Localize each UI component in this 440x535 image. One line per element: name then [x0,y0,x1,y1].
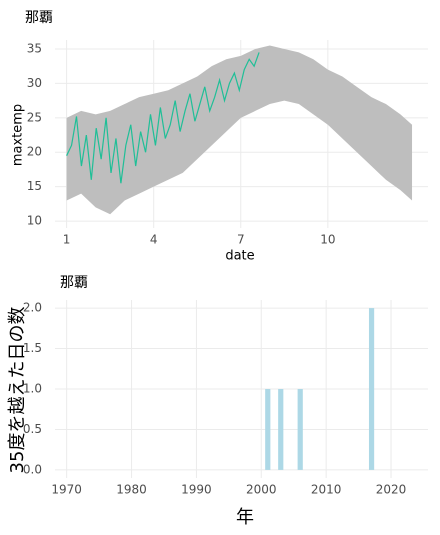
y-tick-label: 35 [27,41,42,55]
x-tick-label: 2000 [246,483,277,497]
x-tick-label: 2010 [311,483,342,497]
y-tick-label: 25 [27,110,42,124]
y-tick-label: 20 [27,145,42,159]
y-tick-label: 10 [27,214,42,228]
x-tick-label: 10 [320,233,335,247]
x-tick-label: 1 [63,233,71,247]
bar [265,389,271,470]
chart-title: 那覇 [25,10,53,26]
y-tick-label: 30 [27,76,42,90]
x-axis-title: date [225,249,254,264]
x-axis-title: 年 [236,507,254,528]
x-tick-label: 1990 [181,483,212,497]
x-tick-label: 1980 [116,483,147,497]
x-tick-label: 7 [237,233,245,247]
bar [297,389,303,470]
y-axis-title: maxtemp [11,104,26,166]
y-tick-label: 2.0 [23,301,42,315]
x-tick-label: 1970 [51,483,82,497]
y-tick-label: 0.0 [23,462,42,476]
chart-title: 那覇 [60,275,88,291]
x-tick-label: 2020 [376,483,407,497]
bar [368,308,375,470]
y-tick-label: 1.0 [23,382,42,396]
y-axis-title: 35度を越えた日の数 [7,307,28,474]
x-tick-label: 4 [150,233,158,247]
y-tick-label: 15 [27,179,42,193]
y-tick-label: 0.5 [23,422,42,436]
y-tick-label: 1.5 [23,341,42,355]
range-band [66,45,413,215]
bar [278,389,284,470]
line [66,52,260,184]
